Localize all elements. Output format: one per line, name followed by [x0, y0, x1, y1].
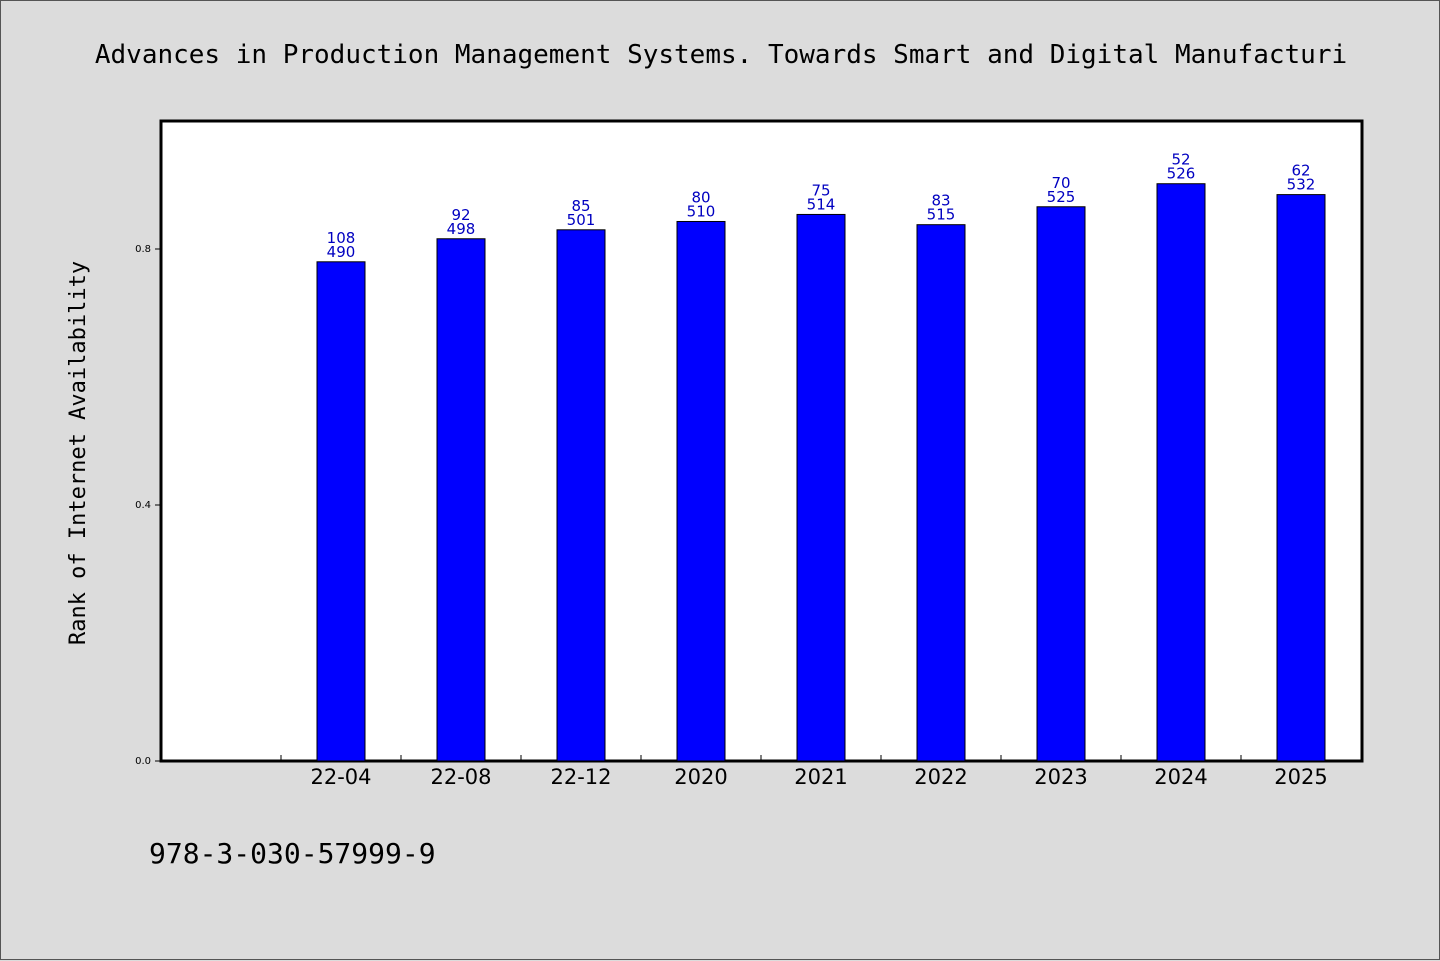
y-axis: 0.0 0.4 0.8	[135, 244, 161, 767]
bars-layer	[316, 183, 1326, 762]
bar-label-bottom: 526	[1167, 165, 1196, 183]
bar-label-top: 62	[1291, 162, 1310, 180]
bar-label-top: 52	[1171, 151, 1190, 169]
bar-22-04	[316, 261, 366, 762]
bar-22-12	[556, 229, 606, 762]
y-tick-label: 0.0	[135, 756, 151, 767]
bar-label-bottom: 510	[687, 202, 716, 220]
bar-22-08	[436, 238, 486, 762]
bar-label-top: 70	[1051, 174, 1070, 192]
bar-label-top: 108	[327, 229, 356, 247]
bar-label-bottom: 525	[1047, 188, 1076, 206]
x-tick-label: 22-12	[550, 765, 611, 789]
bar-label-bottom: 514	[807, 195, 836, 213]
y-tick-label: 0.8	[135, 244, 151, 255]
x-tick-label: 22-08	[430, 765, 491, 789]
bar-label-top: 85	[571, 197, 590, 215]
x-tick-label: 2024	[1154, 765, 1207, 789]
bar-label-top: 92	[451, 206, 470, 224]
x-tick-label: 2020	[674, 765, 727, 789]
footer-isbn: 978-3-030-57999-9	[149, 837, 436, 870]
bar-2022	[916, 224, 966, 762]
y-tick-label: 0.4	[135, 500, 151, 511]
bar-label-bottom: 490	[327, 243, 356, 261]
bar-2025	[1276, 194, 1326, 762]
x-tick-label: 22-04	[310, 765, 371, 789]
bar-2020	[676, 220, 726, 762]
bar-label-bottom: 501	[567, 211, 596, 229]
x-tick-label: 2022	[914, 765, 967, 789]
chart-title: Advances in Production Management System…	[95, 40, 1347, 70]
x-axis: 22-04 22-08 22-12 2020 2021 2022 2023 2024 2025	[280, 755, 1362, 789]
bar-label-bottom: 515	[927, 206, 956, 224]
bar-label-top: 75	[811, 181, 830, 199]
bar-2024	[1156, 183, 1206, 762]
bar-label-bottom: 498	[447, 220, 476, 238]
bar-label-bottom: 532	[1287, 176, 1316, 194]
x-tick-label: 2023	[1034, 765, 1087, 789]
bar-label-top: 80	[691, 188, 710, 206]
bar-2023	[1036, 206, 1086, 762]
x-tick-label: 2025	[1274, 765, 1327, 789]
bar-2021	[796, 213, 846, 762]
y-axis-label: Rank of Internet Availability	[66, 261, 91, 645]
bar-label-top: 83	[931, 192, 950, 210]
x-tick-label: 2021	[794, 765, 847, 789]
